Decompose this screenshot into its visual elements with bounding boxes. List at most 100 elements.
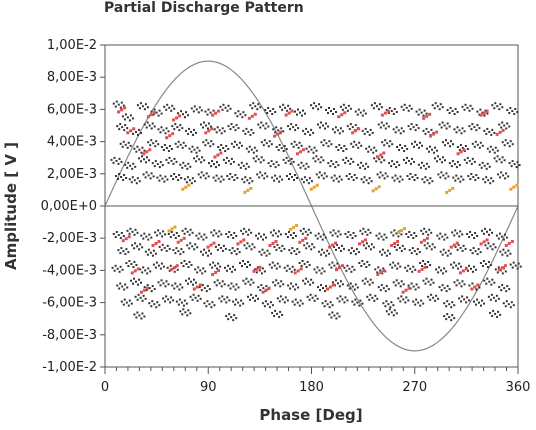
- data-point: [411, 142, 413, 145]
- data-point: [324, 290, 326, 293]
- data-point: [384, 172, 387, 175]
- data-point: [173, 107, 176, 110]
- data-point: [413, 160, 415, 163]
- data-point: [200, 161, 203, 164]
- data-point: [143, 315, 146, 318]
- data-point: [205, 139, 208, 142]
- data-point: [247, 233, 250, 236]
- data-point: [244, 132, 247, 135]
- data-point: [332, 179, 335, 182]
- data-point: [425, 114, 429, 118]
- data-point: [312, 151, 315, 154]
- data-point: [422, 129, 425, 132]
- data-point: [355, 143, 358, 146]
- data-point: [282, 283, 285, 286]
- data-point: [459, 180, 462, 183]
- data-point: [492, 309, 495, 312]
- data-point: [378, 176, 381, 179]
- data-point: [183, 260, 186, 262]
- data-point: [289, 227, 293, 231]
- data-point: [300, 178, 303, 181]
- data-point: [302, 279, 305, 282]
- data-point: [188, 247, 191, 250]
- data-point: [257, 158, 260, 161]
- data-point: [186, 167, 189, 170]
- data-point: [174, 252, 177, 255]
- data-point: [332, 163, 335, 166]
- data-point: [504, 251, 507, 254]
- data-point: [272, 281, 275, 284]
- data-point: [380, 113, 384, 117]
- data-point: [298, 262, 301, 264]
- data-point: [390, 110, 393, 112]
- data-point: [379, 269, 382, 272]
- data-point: [408, 159, 410, 162]
- data-point: [499, 250, 502, 253]
- data-point: [309, 231, 312, 234]
- data-point: [367, 165, 370, 168]
- data-point: [141, 299, 144, 302]
- data-point: [191, 177, 194, 180]
- data-point: [313, 268, 316, 271]
- data-point: [169, 301, 172, 304]
- data-point: [461, 269, 465, 273]
- data-point: [312, 281, 315, 284]
- data-point: [215, 232, 218, 235]
- data-point: [112, 161, 115, 164]
- data-point: [233, 140, 236, 143]
- data-point: [220, 285, 223, 288]
- data-point: [331, 311, 334, 314]
- data-point: [347, 178, 350, 180]
- data-point: [381, 174, 384, 177]
- data-point: [271, 176, 274, 179]
- data-point: [141, 155, 143, 158]
- data-point: [301, 302, 304, 305]
- data-point: [267, 145, 270, 148]
- data-point: [124, 124, 127, 127]
- data-point: [375, 105, 378, 108]
- data-point: [398, 149, 401, 151]
- data-point: [258, 265, 262, 269]
- data-point: [362, 181, 365, 184]
- data-point: [392, 261, 395, 264]
- data-point: [129, 164, 132, 167]
- data-point: [227, 284, 230, 287]
- data-point: [486, 162, 489, 165]
- data-point: [393, 108, 396, 110]
- data-point: [213, 281, 216, 284]
- data-point: [472, 176, 475, 178]
- data-point: [511, 160, 514, 163]
- data-point: [116, 125, 119, 128]
- data-point: [135, 150, 138, 153]
- data-point: [416, 248, 419, 251]
- data-point: [457, 177, 460, 180]
- data-point: [288, 178, 290, 180]
- data-point: [445, 318, 448, 321]
- data-point: [461, 249, 464, 252]
- data-point: [157, 229, 160, 232]
- data-point: [409, 173, 412, 175]
- data-point: [509, 263, 512, 266]
- data-point: [426, 266, 429, 268]
- data-point: [211, 301, 214, 304]
- data-point: [296, 113, 298, 116]
- data-point: [414, 268, 417, 271]
- data-point: [286, 264, 289, 267]
- data-point: [305, 127, 308, 130]
- data-point: [206, 285, 209, 288]
- data-point: [461, 147, 464, 149]
- data-point: [181, 127, 184, 130]
- data-point: [130, 279, 132, 282]
- data-point: [335, 146, 338, 148]
- data-point: [429, 298, 432, 301]
- data-point: [243, 181, 246, 184]
- data-point: [120, 160, 123, 163]
- data-point: [292, 126, 295, 129]
- data-point: [153, 125, 156, 128]
- data-point: [357, 127, 361, 131]
- data-point: [458, 164, 461, 167]
- data-point: [164, 175, 167, 178]
- data-point: [152, 263, 155, 266]
- data-point: [375, 234, 378, 237]
- data-point: [290, 142, 293, 145]
